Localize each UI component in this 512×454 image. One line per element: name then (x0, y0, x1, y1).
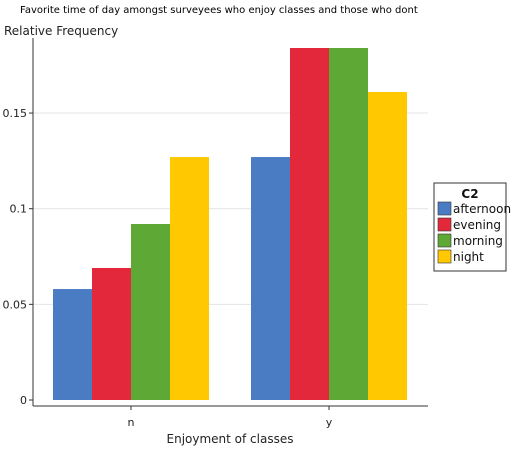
legend-label-night: night (453, 250, 484, 264)
bar-night-n (170, 157, 209, 400)
bar-evening-y (290, 48, 329, 400)
x-axis-label: Enjoyment of classes (167, 432, 294, 446)
legend-swatch-evening (437, 217, 452, 232)
x-tick-label: y (326, 416, 333, 429)
legend-title: C2 (461, 187, 478, 201)
bars (53, 48, 407, 400)
y-tick-label: 0.15 (3, 107, 28, 120)
legend-swatch-afternoon (437, 201, 452, 216)
y-tick-label: 0 (20, 394, 27, 407)
bar-afternoon-n (53, 289, 92, 400)
legend-label-evening: evening (453, 218, 501, 232)
chart-title: Favorite time of day amongst surveyees w… (20, 5, 418, 16)
y-axis-label: Relative Frequency (4, 24, 118, 38)
bar-morning-y (329, 48, 368, 400)
legend-swatch-night (437, 249, 452, 264)
legend-label-afternoon: afternoon (453, 202, 511, 216)
legend-label-morning: morning (453, 234, 503, 248)
legend-swatch-morning (437, 233, 452, 248)
axes: 0 0.05 0.1 0.15 n y (3, 38, 428, 429)
y-tick-label: 0.1 (10, 203, 28, 216)
x-tick-label: n (128, 416, 135, 429)
bar-morning-n (131, 224, 170, 400)
bar-afternoon-y (251, 157, 290, 400)
bar-night-y (368, 92, 407, 400)
y-tick-label: 0.05 (3, 298, 28, 311)
bar-evening-n (92, 268, 131, 400)
